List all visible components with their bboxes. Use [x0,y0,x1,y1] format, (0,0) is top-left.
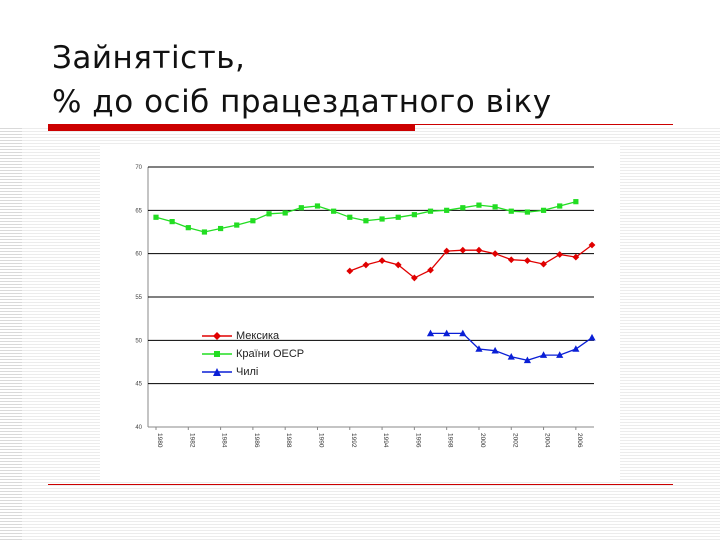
x-tick-label-1986: 1986 [253,433,260,448]
y-tick-label-55: 55 [135,295,142,301]
point-oecd-1993 [363,218,369,224]
title-line-2: % до осіб працездатного віку [52,84,552,120]
x-tick-label-1992: 1992 [350,433,357,448]
y-tick-label-70: 70 [135,165,142,171]
footer-divider-line [48,484,673,485]
point-oecd-1985 [234,222,240,228]
point-chile-2004 [539,351,548,358]
point-oecd-2000 [476,202,482,208]
y-tick-label-45: 45 [135,382,142,388]
title-divider-line [415,124,673,125]
legend-item-mexico: Мексика [200,327,350,345]
point-oecd-2006 [573,199,579,205]
point-oecd-1999 [460,205,466,211]
point-chile-2005 [556,351,564,358]
point-chile-1997 [426,329,435,337]
point-oecd-1992 [347,214,353,220]
series-line-mexico [349,244,593,279]
chart-panel [100,145,620,480]
point-oecd-1982 [185,225,191,231]
point-oecd-1987 [266,211,272,217]
legend-swatch-chile [202,368,232,376]
point-mexico-2002 [507,256,515,264]
point-mexico-2001 [491,250,499,258]
x-tick-label-1996: 1996 [414,433,421,448]
point-mexico-1997 [427,266,434,274]
x-tick-label-1998: 1998 [447,433,454,448]
legend-item-chile: Чилі [200,363,350,381]
point-mexico-2000 [475,246,483,254]
x-tick-label-2002: 2002 [511,433,518,448]
point-oecd-1984 [217,225,224,232]
legend-label-mexico: Мексика [236,330,280,342]
point-oecd-1994 [379,216,385,222]
point-oecd-1996 [411,212,417,218]
point-oecd-1986 [250,218,256,224]
y-tick-label-40: 40 [135,425,142,431]
legend-marker-chile [213,368,221,376]
x-tick-label-1988: 1988 [285,433,292,448]
point-oecd-1988 [282,210,288,216]
point-oecd-1981 [169,219,175,225]
legend-swatch-oecd [202,351,232,357]
point-mexico-2003 [524,257,531,264]
point-chile-2002 [507,353,515,360]
point-chile-1998 [443,329,451,337]
point-oecd-1989 [298,205,304,211]
point-oecd-2001 [492,204,498,210]
y-tick-label-65: 65 [135,208,142,214]
point-mexico-1994 [378,257,386,264]
title-accent-bar [48,124,415,131]
point-mexico-1993 [362,261,370,269]
point-oecd-2004 [540,207,547,213]
title-line-1: Зайнятість, [52,40,246,76]
point-mexico-1996 [410,274,418,282]
legend-label-oecd: Країни ОЕСР [236,348,305,360]
legend-item-oecd: Країни ОЕСР [200,345,350,363]
legend-marker-mexico [213,332,221,340]
point-oecd-1983 [201,229,208,235]
point-mexico-1992 [346,267,354,275]
point-mexico-2007 [588,241,596,249]
point-mexico-2005 [556,251,564,258]
point-chile-2006 [572,345,580,352]
x-tick-label-1980: 1980 [156,433,163,448]
point-mexico-2004 [540,260,547,268]
y-tick-label-60: 60 [135,252,142,258]
point-oecd-1990 [314,203,321,209]
x-tick-label-2004: 2004 [544,433,551,448]
x-tick-label-1994: 1994 [382,433,389,448]
slide-title: Зайнятість, % до осіб працездатного віку [52,36,692,124]
point-mexico-1998 [443,247,451,255]
point-oecd-1995 [395,214,401,220]
x-tick-label-1984: 1984 [221,433,228,448]
point-chile-1999 [459,329,467,337]
x-tick-label-2006: 2006 [576,433,583,448]
point-oecd-2003 [524,209,531,215]
point-chile-2001 [491,346,499,354]
point-oecd-1998 [444,207,450,213]
x-tick-label-1982: 1982 [188,433,195,448]
point-oecd-1997 [427,208,434,214]
chart-legend: Мексика Країни ОЕСР Чилі [200,327,350,381]
point-oecd-2002 [508,208,514,214]
point-oecd-2005 [557,203,563,209]
slide-left-band [0,128,22,540]
point-chile-2007 [588,333,596,341]
point-mexico-1995 [394,261,402,269]
point-mexico-2006 [572,253,580,261]
legend-swatch-mexico [202,332,232,340]
y-tick-label-50: 50 [135,338,142,344]
point-oecd-1991 [331,208,337,214]
x-tick-label-2000: 2000 [479,433,486,448]
point-oecd-1980 [153,214,159,220]
point-mexico-1999 [459,246,467,254]
x-tick-label-1990: 1990 [317,433,324,448]
legend-label-chile: Чилі [236,366,259,378]
point-chile-2000 [475,345,483,352]
point-chile-2003 [523,356,532,364]
legend-marker-oecd [214,351,220,357]
